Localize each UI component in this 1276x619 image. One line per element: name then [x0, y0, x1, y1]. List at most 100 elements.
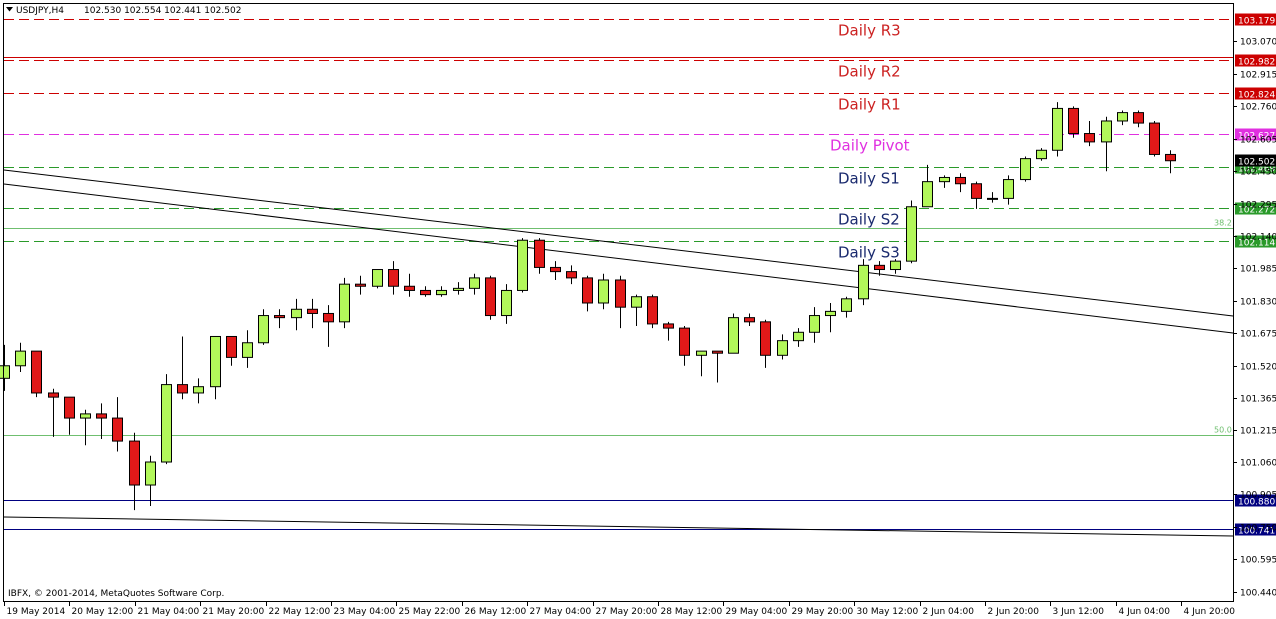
candle-body-bear: [129, 440, 140, 486]
candle: [80, 409, 91, 446]
price-tag-text: 103.179: [1238, 17, 1275, 27]
candle-body-bear: [112, 417, 123, 442]
candle-body-bull: [145, 461, 156, 486]
candle: [987, 192, 998, 203]
y-tick-label: 102.295: [1240, 201, 1276, 211]
candle: [841, 296, 852, 318]
candle-body-bear: [663, 323, 674, 329]
candle: [809, 307, 820, 343]
candle: [420, 286, 431, 297]
y-tick-label: 103.070: [1240, 38, 1276, 48]
x-tick-label: 20 May 12:00: [72, 607, 134, 617]
x-tick-label: 2 Jun 20:00: [988, 607, 1040, 617]
candle-body-bear: [955, 176, 966, 185]
y-tick-label: 100.595: [1240, 556, 1276, 566]
y-tick-label: 101.215: [1240, 427, 1276, 437]
x-tick-label: 25 May 22:00: [399, 607, 461, 617]
y-tick-label: 102.915: [1240, 71, 1276, 81]
candle: [744, 313, 755, 327]
candle: [858, 259, 869, 306]
candle-body-bull: [1101, 120, 1112, 143]
price-tag-text: 102.824: [1238, 91, 1275, 101]
pivot-level-label: Daily S3: [838, 244, 900, 262]
current-price-label: 102.502: [1238, 158, 1275, 168]
chart-ohlc: 102.530 102.554 102.441 102.502: [84, 6, 241, 16]
price-tag-box: [1235, 494, 1276, 507]
y-tick-label: 101.365: [1240, 395, 1276, 405]
y-tick-label: 101.520: [1240, 363, 1276, 373]
candle-body-bear: [550, 266, 561, 273]
candle-body-bull: [469, 277, 480, 289]
candle-body-bull: [841, 298, 852, 312]
fib-level-label: 50.0: [1214, 426, 1232, 435]
candle-body-bull: [777, 340, 788, 356]
candle: [210, 335, 221, 400]
candle-body-bear: [307, 308, 318, 314]
candle: [193, 378, 204, 404]
candle-body-bear: [388, 269, 399, 287]
candle: [355, 275, 366, 295]
candle-body-bear: [274, 315, 285, 319]
pivot-level-label: Daily R2: [838, 63, 901, 81]
candle: [1052, 102, 1063, 157]
candle: [1149, 120, 1160, 157]
candle: [64, 396, 75, 435]
candle-body-bull: [161, 384, 172, 463]
trend-line-upper: [3, 169, 1234, 317]
y-tick-label: 100.440: [1240, 589, 1276, 599]
x-tick-label: 27 May 20:00: [596, 607, 658, 617]
y-tick-label: 101.830: [1240, 298, 1276, 308]
candle-body-bull: [696, 350, 707, 356]
candle: [48, 388, 59, 437]
trend-line-lower: [3, 183, 1234, 334]
candle: [388, 261, 399, 295]
y-tick-label: 101.675: [1240, 330, 1276, 340]
pivot-level-label: Daily Pivot: [830, 137, 910, 155]
candle: [0, 344, 10, 391]
candle-body-bear: [712, 350, 723, 354]
price-tag-box: [1235, 523, 1276, 536]
candle-body-bull: [193, 386, 204, 394]
candle-body-bull: [210, 335, 221, 388]
price-tag-box: [1235, 54, 1276, 67]
candle-body-bear: [355, 283, 366, 287]
candle-body-bear: [679, 327, 690, 356]
candle: [1068, 106, 1079, 138]
candle: [955, 173, 966, 193]
candle: [1003, 175, 1014, 205]
candle: [485, 275, 496, 320]
candle: [712, 350, 723, 383]
x-tick-label: 23 May 04:00: [334, 607, 396, 617]
candle: [258, 309, 269, 345]
header-triangle-icon: [6, 7, 13, 12]
candle: [566, 265, 577, 285]
candle: [890, 259, 901, 274]
candle-body-bull: [809, 315, 820, 333]
x-tick-label: 3 Jun 12:00: [1053, 607, 1105, 617]
y-tick-label: 101.060: [1240, 459, 1276, 469]
pivot-level-label: Daily R3: [838, 22, 901, 40]
candle-body-bull: [631, 296, 642, 308]
candle-body-bull: [372, 269, 383, 287]
pivot-level-label: Daily S2: [838, 211, 900, 229]
candle-body-bear: [96, 413, 107, 419]
candle-body-bull: [15, 350, 26, 367]
candle-body-bull: [1003, 179, 1014, 199]
candle: [145, 455, 156, 506]
candle: [453, 282, 464, 295]
candle: [161, 374, 172, 465]
candle: [226, 335, 237, 366]
x-tick-label: 19 May 2014: [7, 607, 66, 617]
candle-body-bear: [420, 289, 431, 296]
price-tag-text: 102.982: [1238, 58, 1275, 68]
candle-body-bull: [242, 342, 253, 358]
candle-body-bull: [793, 331, 804, 342]
y-tick-label: 102.760: [1240, 103, 1276, 113]
candle-body-bull: [1020, 158, 1031, 181]
candle: [1084, 120, 1095, 147]
x-tick-label: 29 May 04:00: [726, 607, 788, 617]
price-tag-text: 102.469: [1238, 165, 1275, 175]
candle: [906, 200, 917, 264]
y-tick-label: 102.140: [1240, 233, 1276, 243]
trend-line-bottom: [3, 516, 1234, 537]
